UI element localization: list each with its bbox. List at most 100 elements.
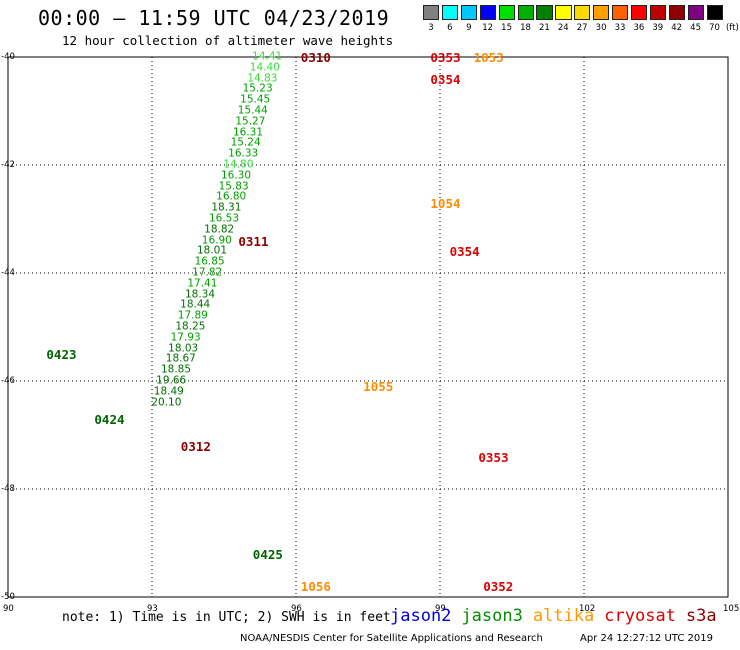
- lat-tick-label: -48: [1, 484, 15, 494]
- color-bin: [460, 5, 478, 20]
- footer-timestamp: Apr 24 12:27:12 UTC 2019: [580, 633, 713, 644]
- map-frame: [7, 56, 729, 598]
- color-bin-label: 45: [690, 23, 701, 33]
- swh-value: 18.03: [168, 342, 199, 355]
- pass-time-label: 0353: [430, 50, 461, 65]
- mission-cryosat: cryosat: [604, 606, 676, 626]
- lat-tick-label: -44: [1, 268, 15, 278]
- lat-tick-label: -46: [1, 376, 15, 386]
- swh-value: 19.66: [156, 374, 187, 387]
- color-unit-label: (ft): [725, 23, 739, 33]
- swh-value: 14.83: [247, 72, 278, 85]
- color-bin-label: 3: [428, 23, 434, 33]
- lat-tick-label: -42: [1, 160, 15, 170]
- pass-time-label: 1054: [430, 195, 461, 211]
- lon-tick-label: 90: [3, 604, 14, 614]
- mission-jason2: jason2: [390, 606, 452, 626]
- map-plot: 14.41 14.40 14.83 15.23 15.45 15.44 15.27 16.31…: [1, 50, 739, 614]
- graticule: [8, 57, 728, 597]
- mission-altika: altika: [532, 606, 595, 626]
- color-bin-label: 30: [595, 23, 607, 33]
- swh-value: 14.40: [249, 61, 280, 74]
- color-bin: [555, 5, 572, 20]
- swh-value: 18.85: [160, 363, 192, 376]
- color-bin-label: 21: [538, 23, 550, 33]
- color-bin-label: 24: [557, 23, 569, 33]
- swh-value: 15.83: [218, 180, 249, 193]
- pass-time-label: 0352: [483, 579, 514, 595]
- color-bin: [706, 5, 723, 20]
- pass-time-label: 0353: [478, 449, 509, 465]
- color-bin: [423, 5, 440, 20]
- pass-time-label: 0311: [238, 233, 269, 249]
- mission-jason3: jason3: [461, 606, 523, 626]
- footer-note: note: 1) Time is in UTC; 2) SWH is in fe…: [62, 610, 391, 625]
- color-bin-label: 12: [482, 23, 494, 33]
- swh-value: 20.10: [151, 396, 182, 409]
- color-bin: [479, 5, 496, 20]
- pass-time-label: 0424: [94, 411, 125, 427]
- color-bin: [441, 5, 459, 20]
- swh-value: 17.82: [192, 266, 223, 279]
- swh-value: 17.93: [170, 331, 201, 344]
- color-bin-label: 6: [447, 23, 453, 33]
- color-bin: [668, 5, 685, 20]
- swh-value: 15.45: [240, 93, 271, 106]
- swh-value: 18.67: [165, 352, 196, 365]
- pass-time-label: 0423: [46, 347, 77, 362]
- color-bin-label: 36: [633, 23, 645, 33]
- color-bin: [630, 5, 648, 20]
- color-bin: [574, 5, 591, 20]
- swh-value: 17.89: [177, 309, 208, 322]
- pass-time-label: 0354: [430, 71, 461, 87]
- swh-value: 18.44: [180, 298, 211, 311]
- swh-value: 16.85: [194, 255, 225, 268]
- swh-value: 14.41: [252, 50, 283, 63]
- color-bin: [536, 5, 553, 20]
- color-bin-label: 27: [576, 23, 588, 33]
- pass-time-label: 1055: [363, 379, 394, 395]
- swh-value: 17.41: [187, 277, 218, 290]
- lon-tick-label: 105: [723, 604, 740, 614]
- color-bin-label: 42: [671, 23, 683, 33]
- color-bin-label: 15: [501, 23, 512, 33]
- color-bin: [612, 5, 629, 20]
- page-subtitle: 12 hour collection of altimeter wave hei…: [62, 33, 394, 48]
- lat-tick-label: -50: [1, 592, 15, 602]
- swh-value: 16.53: [208, 212, 240, 225]
- pass-time-label: 0310: [300, 50, 331, 65]
- swh-value: 16.80: [216, 190, 247, 203]
- swh-value: 16.33: [228, 147, 259, 160]
- swh-value: 16.90: [201, 234, 232, 247]
- pass-time-label: 1053: [473, 50, 504, 65]
- swh-value: 15.24: [230, 136, 261, 149]
- page-title: 00:00 – 11:59 UTC 04/23/2019: [38, 6, 390, 30]
- lat-tick-label: -40: [1, 52, 15, 62]
- color-bin-label: 18: [520, 23, 531, 33]
- color-bin-label: 9: [466, 23, 472, 33]
- footer-credit: NOAA/NESDIS Center for Satellite Applica…: [240, 633, 543, 644]
- swh-value: 16.31: [232, 126, 264, 139]
- color-bin-label: 70: [709, 23, 720, 33]
- swh-value: 18.25: [175, 320, 206, 333]
- lon-tick-label: 102: [579, 604, 596, 614]
- swh-value: 16.30: [220, 169, 252, 182]
- swh-value: 15.44: [237, 104, 268, 117]
- pass-time-label: 0354: [449, 244, 480, 260]
- pass-time-label: 0425: [252, 546, 283, 562]
- swh-value: 18.34: [184, 288, 216, 301]
- swh-value: 15.27: [235, 115, 266, 128]
- color-bin: [649, 5, 667, 20]
- color-bin: [498, 5, 515, 20]
- mission-legend: jason2 jason3 altika cryosat s3a: [390, 606, 727, 626]
- swh-value: 15.23: [242, 82, 273, 95]
- pass-time-label: 1056: [300, 579, 331, 595]
- swh-value: 18.49: [153, 385, 184, 398]
- color-bin: [687, 5, 704, 20]
- swh-value: 18.01: [196, 244, 228, 257]
- pass-time-label: 0312: [180, 438, 211, 454]
- swh-value: 14.80: [223, 158, 254, 171]
- mission-s3a: s3a: [685, 606, 717, 626]
- swh-value: 18.82: [204, 223, 235, 236]
- color-bin-label: 33: [614, 23, 626, 33]
